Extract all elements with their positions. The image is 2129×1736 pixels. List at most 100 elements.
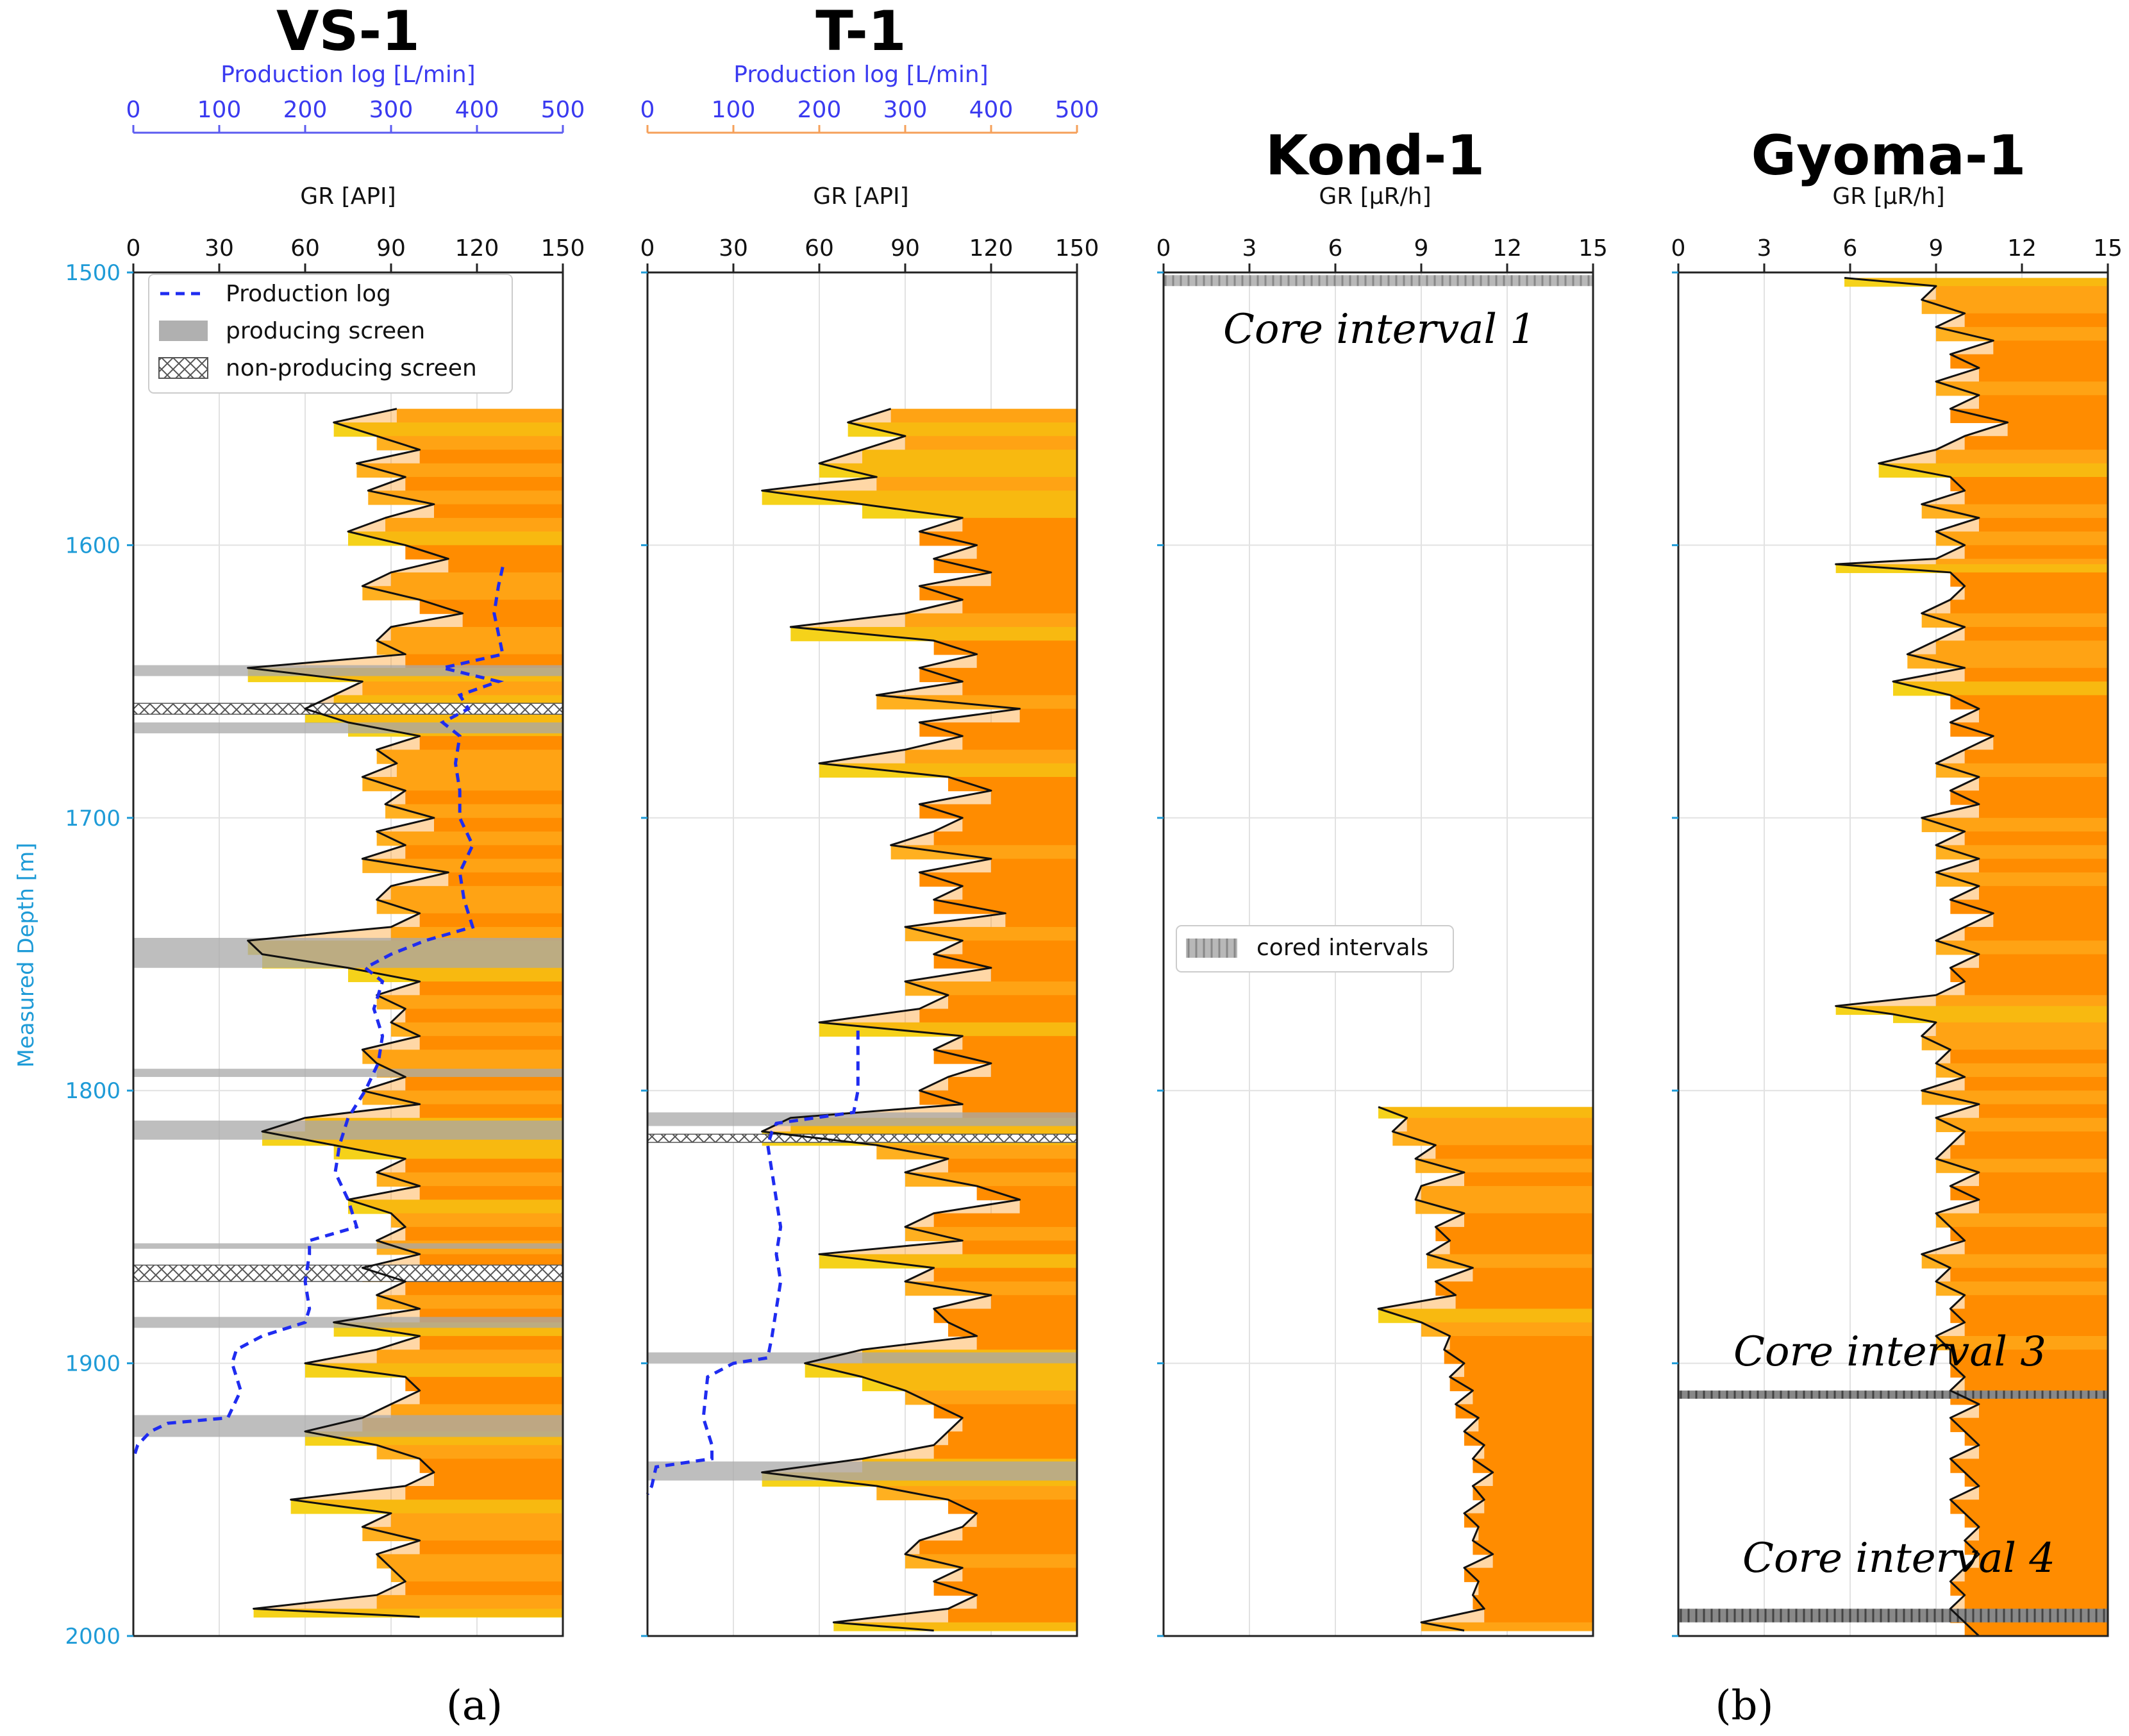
kond1-gr-curve <box>1377 1106 1494 1632</box>
vs1-gr-band <box>391 572 563 587</box>
gyoma1-gr-band <box>1964 1472 2108 1487</box>
kond1-gr-band <box>1407 1117 1593 1133</box>
t1-gr-band <box>905 1390 1077 1405</box>
gyoma1-gr-band <box>1950 477 2108 492</box>
gyoma1-gr-band <box>1950 354 2108 369</box>
kond1-gr-band <box>1484 1499 1593 1514</box>
gyoma1-gr-band <box>1936 1158 2108 1173</box>
kond1-gr-band <box>1455 1295 1593 1310</box>
vs1-gr-band <box>419 1458 563 1473</box>
vs1-gr-band <box>362 586 563 601</box>
t1-gr-band <box>862 449 1077 464</box>
depth-tick-label: 2000 <box>65 1624 121 1649</box>
vs1-production-tick-label: 500 <box>541 97 585 123</box>
kond1-gr-band <box>1473 1540 1593 1555</box>
t1-gr-band <box>819 1022 1077 1037</box>
vs1-gr-band <box>376 640 563 655</box>
title-vs1: VS-1 <box>276 0 420 63</box>
t1-gr-band <box>948 1322 1077 1337</box>
gyoma1-gr-band <box>1936 763 2108 778</box>
t1-gr-band <box>919 531 1077 546</box>
t1-gr-band <box>919 722 1077 737</box>
vs1-production-tick-label: 300 <box>369 97 413 123</box>
kond1-gr-band <box>1435 1281 1593 1296</box>
kond1-gr-band <box>1455 1404 1593 1419</box>
vs1-non-producing-screen <box>133 1264 564 1282</box>
t1-gr-tick-label: 90 <box>890 235 920 262</box>
kond1-gr-band <box>1473 1458 1593 1473</box>
vs1-gr-band <box>419 1036 563 1051</box>
kond1-gr-tick-label: 6 <box>1328 235 1343 262</box>
t1-gr-band <box>905 981 1077 996</box>
t1-gr-band <box>948 1499 1077 1514</box>
t1-gr-band <box>962 1240 1077 1255</box>
t1-producing-screen <box>647 1352 1077 1364</box>
kond1-gr-axis-label: GR [μR/h] <box>1319 183 1431 210</box>
gyoma1-gr-band <box>1964 490 2108 505</box>
vs1-producing-screen <box>133 1120 563 1140</box>
gyoma1-gr-band <box>1964 436 2108 451</box>
t1-gr-band <box>933 1404 1077 1419</box>
t1-gr-band <box>976 654 1077 669</box>
gyoma1-gr-band <box>1936 381 2108 396</box>
gyoma1-gr-band <box>1979 954 2108 969</box>
t1-gr-band <box>962 1417 1077 1432</box>
kond1-gr-band <box>1464 1567 1593 1582</box>
t1-gr-band <box>890 845 1077 860</box>
gyoma1-gr-band <box>1979 1486 2108 1501</box>
gyoma1-gr-band <box>1950 899 2108 914</box>
gyoma1-gr-tick-label: 9 <box>1929 235 1944 262</box>
title-t1: T-1 <box>815 0 906 63</box>
t1-gr-band <box>948 1158 1077 1173</box>
t1-gr-band <box>919 804 1077 819</box>
gyoma1-gr-band <box>1907 654 2108 669</box>
vs1-gr-band <box>391 1022 563 1037</box>
vs1-gr-band <box>419 913 563 928</box>
t1-gr-band <box>962 681 1077 696</box>
t1-gr-band <box>933 558 1077 573</box>
t1-gr-band <box>991 1295 1077 1310</box>
t1-gr-band <box>819 763 1077 778</box>
gyoma1-gr-band <box>1964 667 2108 683</box>
vs1-gr-band <box>376 1445 563 1460</box>
t1-gr-band <box>962 817 1077 833</box>
t1-gr-band <box>862 504 1077 519</box>
gyoma1-gr-band <box>1950 722 2108 737</box>
gyoma1-gr-band <box>1936 640 2108 655</box>
kond1-gr-band <box>1378 1308 1593 1323</box>
vs1-gr-tick-label: 90 <box>376 235 406 262</box>
t1-gr-axis-label: GR [API] <box>813 183 908 210</box>
gyoma1-gr-band <box>1950 695 2108 710</box>
gyoma1-gr-band <box>1979 1526 2108 1542</box>
gyoma1-gr-band <box>1921 299 2108 314</box>
kond1-gr-band <box>1415 1199 1593 1214</box>
t1-plot-frame <box>646 271 1078 1637</box>
gyoma1-gr-band <box>1993 736 2108 751</box>
t1-gr-band <box>905 1172 1077 1187</box>
t1-gr-band <box>991 790 1077 805</box>
vs1-gr-tick-label: 150 <box>541 235 585 262</box>
gyoma1-gr-band <box>1979 708 2108 723</box>
t1-gr-band <box>933 1308 1077 1323</box>
legend-non-producing-screen-swatch <box>158 357 208 379</box>
legend-production-log-label: Production log <box>226 281 391 307</box>
kond1-gr-band <box>1421 1186 1593 1201</box>
gyoma1-gr-axis-label: GR [μR/h] <box>1832 183 1944 210</box>
t1-gr-band <box>933 1445 1077 1460</box>
gyoma1-gr-band <box>1921 1036 2108 1051</box>
kond1-gr-band <box>1473 1595 1593 1610</box>
vs1-gr-band <box>434 1472 563 1487</box>
t1-gr-band <box>991 572 1077 587</box>
gyoma1-gr-band <box>1950 1186 2108 1201</box>
vs1-gr-band <box>405 1158 563 1173</box>
core-interval-4-label: Core interval 4 <box>1742 1535 2055 1582</box>
gyoma1-gr-band <box>1950 790 2108 805</box>
lines-layer <box>131 277 2009 1637</box>
vs1-producing-screen <box>133 937 563 968</box>
t1-gr-tick-label: 0 <box>640 235 655 262</box>
vs1-gr-band <box>419 1104 563 1119</box>
vs1-gr-band <box>405 654 563 669</box>
t1-gr-tick-label: 60 <box>805 235 834 262</box>
vs1-gr-band <box>362 1090 563 1105</box>
gyoma1-gr-band <box>1979 1404 2108 1419</box>
